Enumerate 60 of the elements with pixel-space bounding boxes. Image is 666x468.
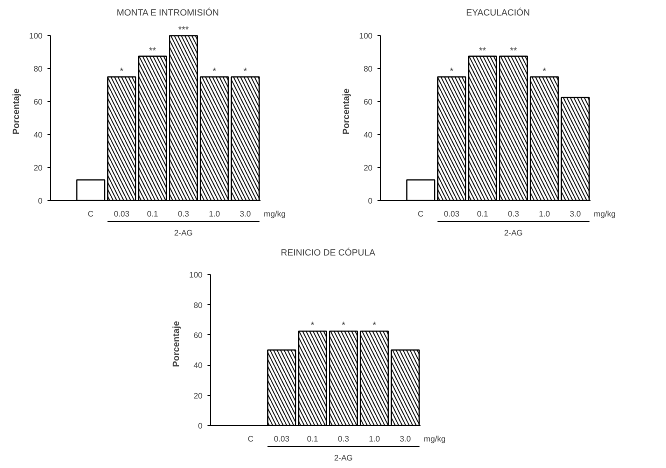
y-tick-label: 80: [34, 64, 44, 74]
y-tick-label: 40: [364, 130, 374, 140]
y-tick-label: 80: [194, 300, 204, 310]
x-tick-label: 1.0: [368, 434, 380, 444]
annotation: **: [510, 45, 518, 56]
y-tick-label: 100: [189, 270, 204, 280]
x-tick-label: 0.1: [476, 210, 489, 218]
x-axis-title: 2-AG: [504, 228, 523, 238]
annotation: *: [372, 320, 377, 330]
y-tick-label: 40: [194, 361, 204, 370]
x-tick-label: 0.1: [146, 210, 159, 218]
y-axis-title: Porcentaje: [341, 88, 352, 135]
x-tick-label: 0.3: [508, 210, 520, 218]
y-tick-label: 80: [364, 64, 374, 74]
annotation: *: [450, 66, 454, 76]
y-tick-label: 40: [34, 130, 44, 140]
x-tick-label: 3.0: [240, 210, 252, 218]
x-tick-label: C: [418, 210, 424, 218]
x-tick-label: 1.0: [208, 210, 220, 218]
x-tick-label: 3.0: [570, 210, 582, 218]
chart-title: MONTA E INTROMISIÓN: [116, 8, 219, 18]
y-axis-title: Porcentaje: [11, 88, 22, 135]
text: mg/kg: [264, 210, 286, 218]
annotation: *: [542, 66, 547, 76]
annotation: *: [244, 66, 248, 76]
x-tick-label: C: [248, 434, 254, 444]
y-tick-label: 20: [364, 164, 374, 173]
x-tick-label: 0.3: [338, 434, 350, 444]
x-tick-label: 1.0: [538, 210, 550, 218]
text: mg/kg: [424, 434, 446, 444]
x-axis-title: 2-AG: [174, 228, 193, 238]
y-tick-label: 0: [198, 422, 204, 430]
chart-title: REINICIO DE CÓPULA: [280, 248, 376, 258]
chart-title: EYACULACIÓN: [466, 8, 530, 18]
y-tick-label: 60: [194, 330, 204, 340]
x-tick-label: 0.3: [178, 210, 190, 218]
y-tick-label: 100: [359, 32, 374, 41]
y-tick-label: 100: [29, 32, 44, 41]
x-tick-label: 0.1: [306, 434, 319, 444]
annotation: **: [479, 45, 487, 56]
y-tick-label: 0: [368, 196, 374, 206]
y-tick-label: 0: [38, 196, 44, 206]
annotation: ***: [178, 24, 190, 35]
x-tick-label: 0.03: [444, 210, 460, 218]
x-tick-label: 0.03: [274, 434, 290, 444]
annotation: **: [149, 45, 157, 56]
y-axis-title: Porcentaje: [171, 320, 182, 368]
y-tick-label: 20: [34, 164, 44, 173]
x-axis-title: 2-AG: [334, 454, 353, 462]
annotation: *: [342, 320, 346, 330]
y-tick-label: 20: [194, 391, 204, 400]
x-tick-label: C: [88, 210, 94, 218]
y-tick-label: 60: [34, 98, 44, 107]
annotation: *: [310, 320, 315, 330]
y-tick-label: 60: [364, 98, 374, 107]
annotation: *: [212, 66, 217, 76]
x-tick-label: 3.0: [400, 434, 412, 444]
annotation: *: [120, 66, 124, 76]
x-tick-label: 0.03: [114, 210, 130, 218]
text: mg/kg: [594, 210, 616, 218]
